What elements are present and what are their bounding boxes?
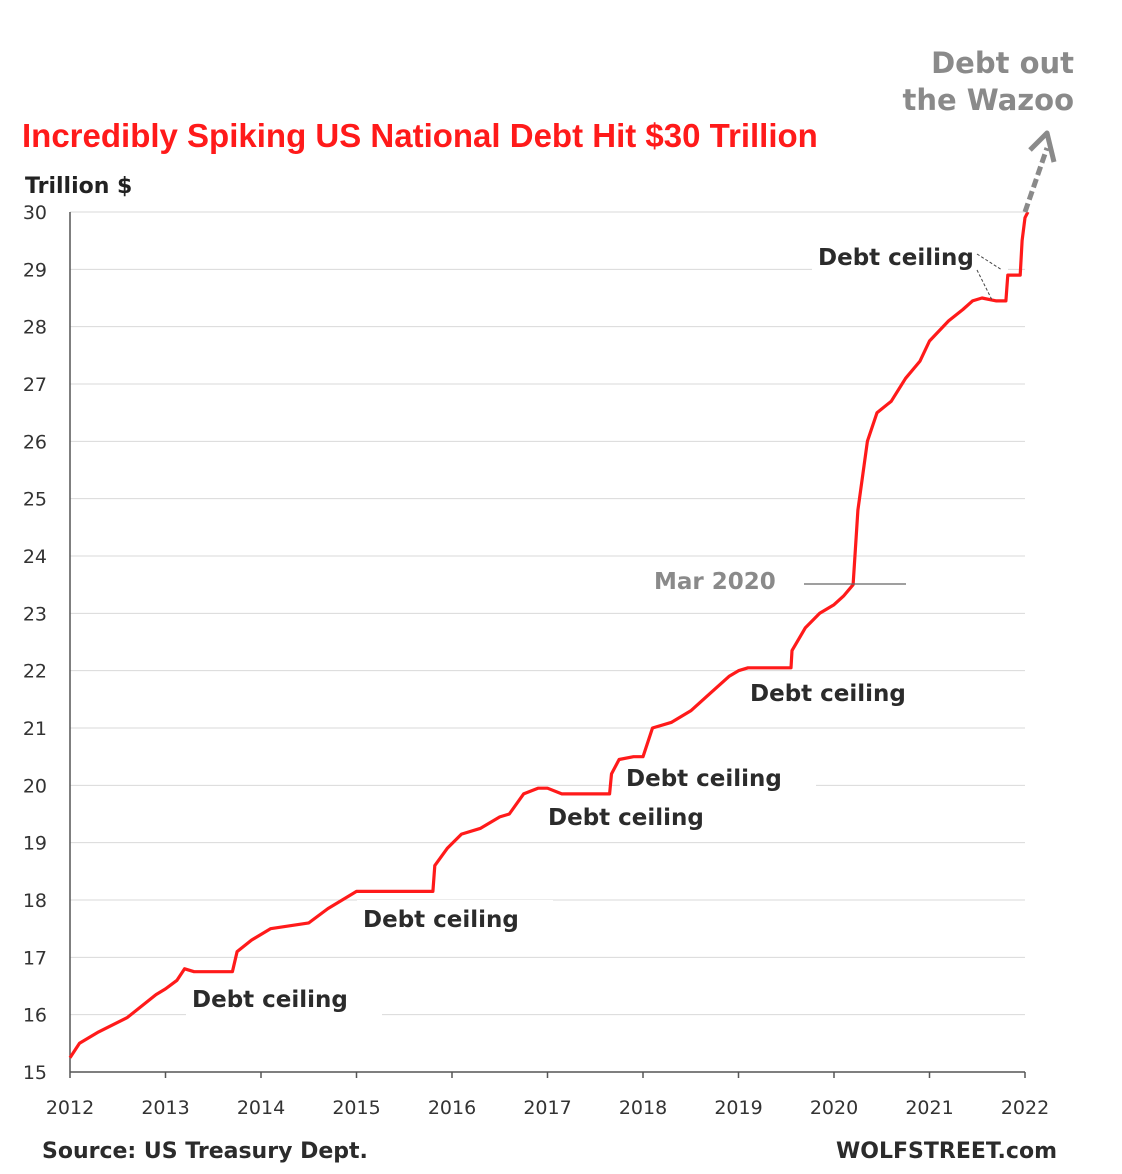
y-tick-16: 16	[23, 1005, 47, 1027]
annotation-debt-ceiling-2017: Debt ceiling	[548, 805, 704, 831]
y-tick-25: 25	[23, 489, 47, 511]
wazoo-arrow-shaft	[1022, 147, 1050, 213]
y-tick-23: 23	[23, 603, 47, 625]
y-tick-labels: 15 16 17 18 19 20 21 22 23 24 25 26 27 28 29 30	[23, 202, 47, 1084]
x-tick-2015: 2015	[332, 1097, 380, 1119]
annotation-debt-out: Debt out	[931, 46, 1074, 80]
x-tick-labels: 2012 2013 2014 2015 2016 2017 2018 2019 2020 2021…	[46, 1072, 1049, 1119]
y-tick-30: 30	[23, 202, 47, 224]
label-bg	[744, 674, 940, 712]
y-tick-28: 28	[23, 317, 47, 339]
label-bg	[620, 759, 816, 797]
x-tick-2020: 2020	[810, 1097, 858, 1119]
x-tick-2021: 2021	[905, 1097, 953, 1119]
x-tick-2012: 2012	[46, 1097, 94, 1119]
y-tick-24: 24	[23, 546, 47, 568]
annotation-debt-ceiling-2018: Debt ceiling	[626, 766, 782, 792]
x-tick-2016: 2016	[428, 1097, 476, 1119]
y-tick-27: 27	[23, 374, 47, 396]
x-tick-2022: 2022	[1001, 1097, 1049, 1119]
annotation-debt-ceiling-2019: Debt ceiling	[750, 681, 906, 707]
label-bg	[543, 798, 739, 836]
gridlines	[70, 211, 1025, 1016]
y-tick-20: 20	[23, 775, 47, 797]
y-tick-22: 22	[23, 661, 47, 683]
annotation-debt-ceiling-2013: Debt ceiling	[192, 987, 348, 1013]
label-bg	[357, 900, 553, 938]
label-bg	[650, 562, 800, 598]
debt-ceiling-leader	[976, 269, 993, 301]
annotation-the-wazoo: the Wazoo	[902, 83, 1074, 117]
x-tick-2017: 2017	[523, 1097, 571, 1119]
label-bg	[812, 238, 1008, 276]
chart-title: Incredibly Spiking US National Debt Hit …	[22, 117, 818, 154]
annotation-mar-2020: Mar 2020	[654, 569, 776, 595]
y-tick-19: 19	[23, 833, 47, 855]
series-line-debt	[68, 211, 1030, 1059]
y-tick-21: 21	[23, 718, 47, 740]
y-tick-17: 17	[23, 947, 47, 969]
label-bg	[186, 980, 382, 1018]
brand-label: WOLFSTREET.com	[836, 1139, 1057, 1164]
wazoo-arrow-head	[1028, 130, 1057, 163]
source-note: Source: US Treasury Dept.	[42, 1139, 368, 1164]
y-tick-26: 26	[23, 431, 47, 453]
x-tick-2018: 2018	[619, 1097, 667, 1119]
x-tick-2014: 2014	[237, 1097, 285, 1119]
x-tick-2013: 2013	[141, 1097, 189, 1119]
annotation-debt-ceiling-2015: Debt ceiling	[363, 907, 519, 933]
y-axis-label: Trillion $	[25, 174, 132, 199]
y-tick-15: 15	[23, 1062, 47, 1084]
annotation-debt-ceiling-2021: Debt ceiling	[818, 245, 974, 271]
y-tick-29: 29	[23, 259, 47, 281]
x-tick-2019: 2019	[714, 1097, 762, 1119]
y-tick-18: 18	[23, 890, 47, 912]
